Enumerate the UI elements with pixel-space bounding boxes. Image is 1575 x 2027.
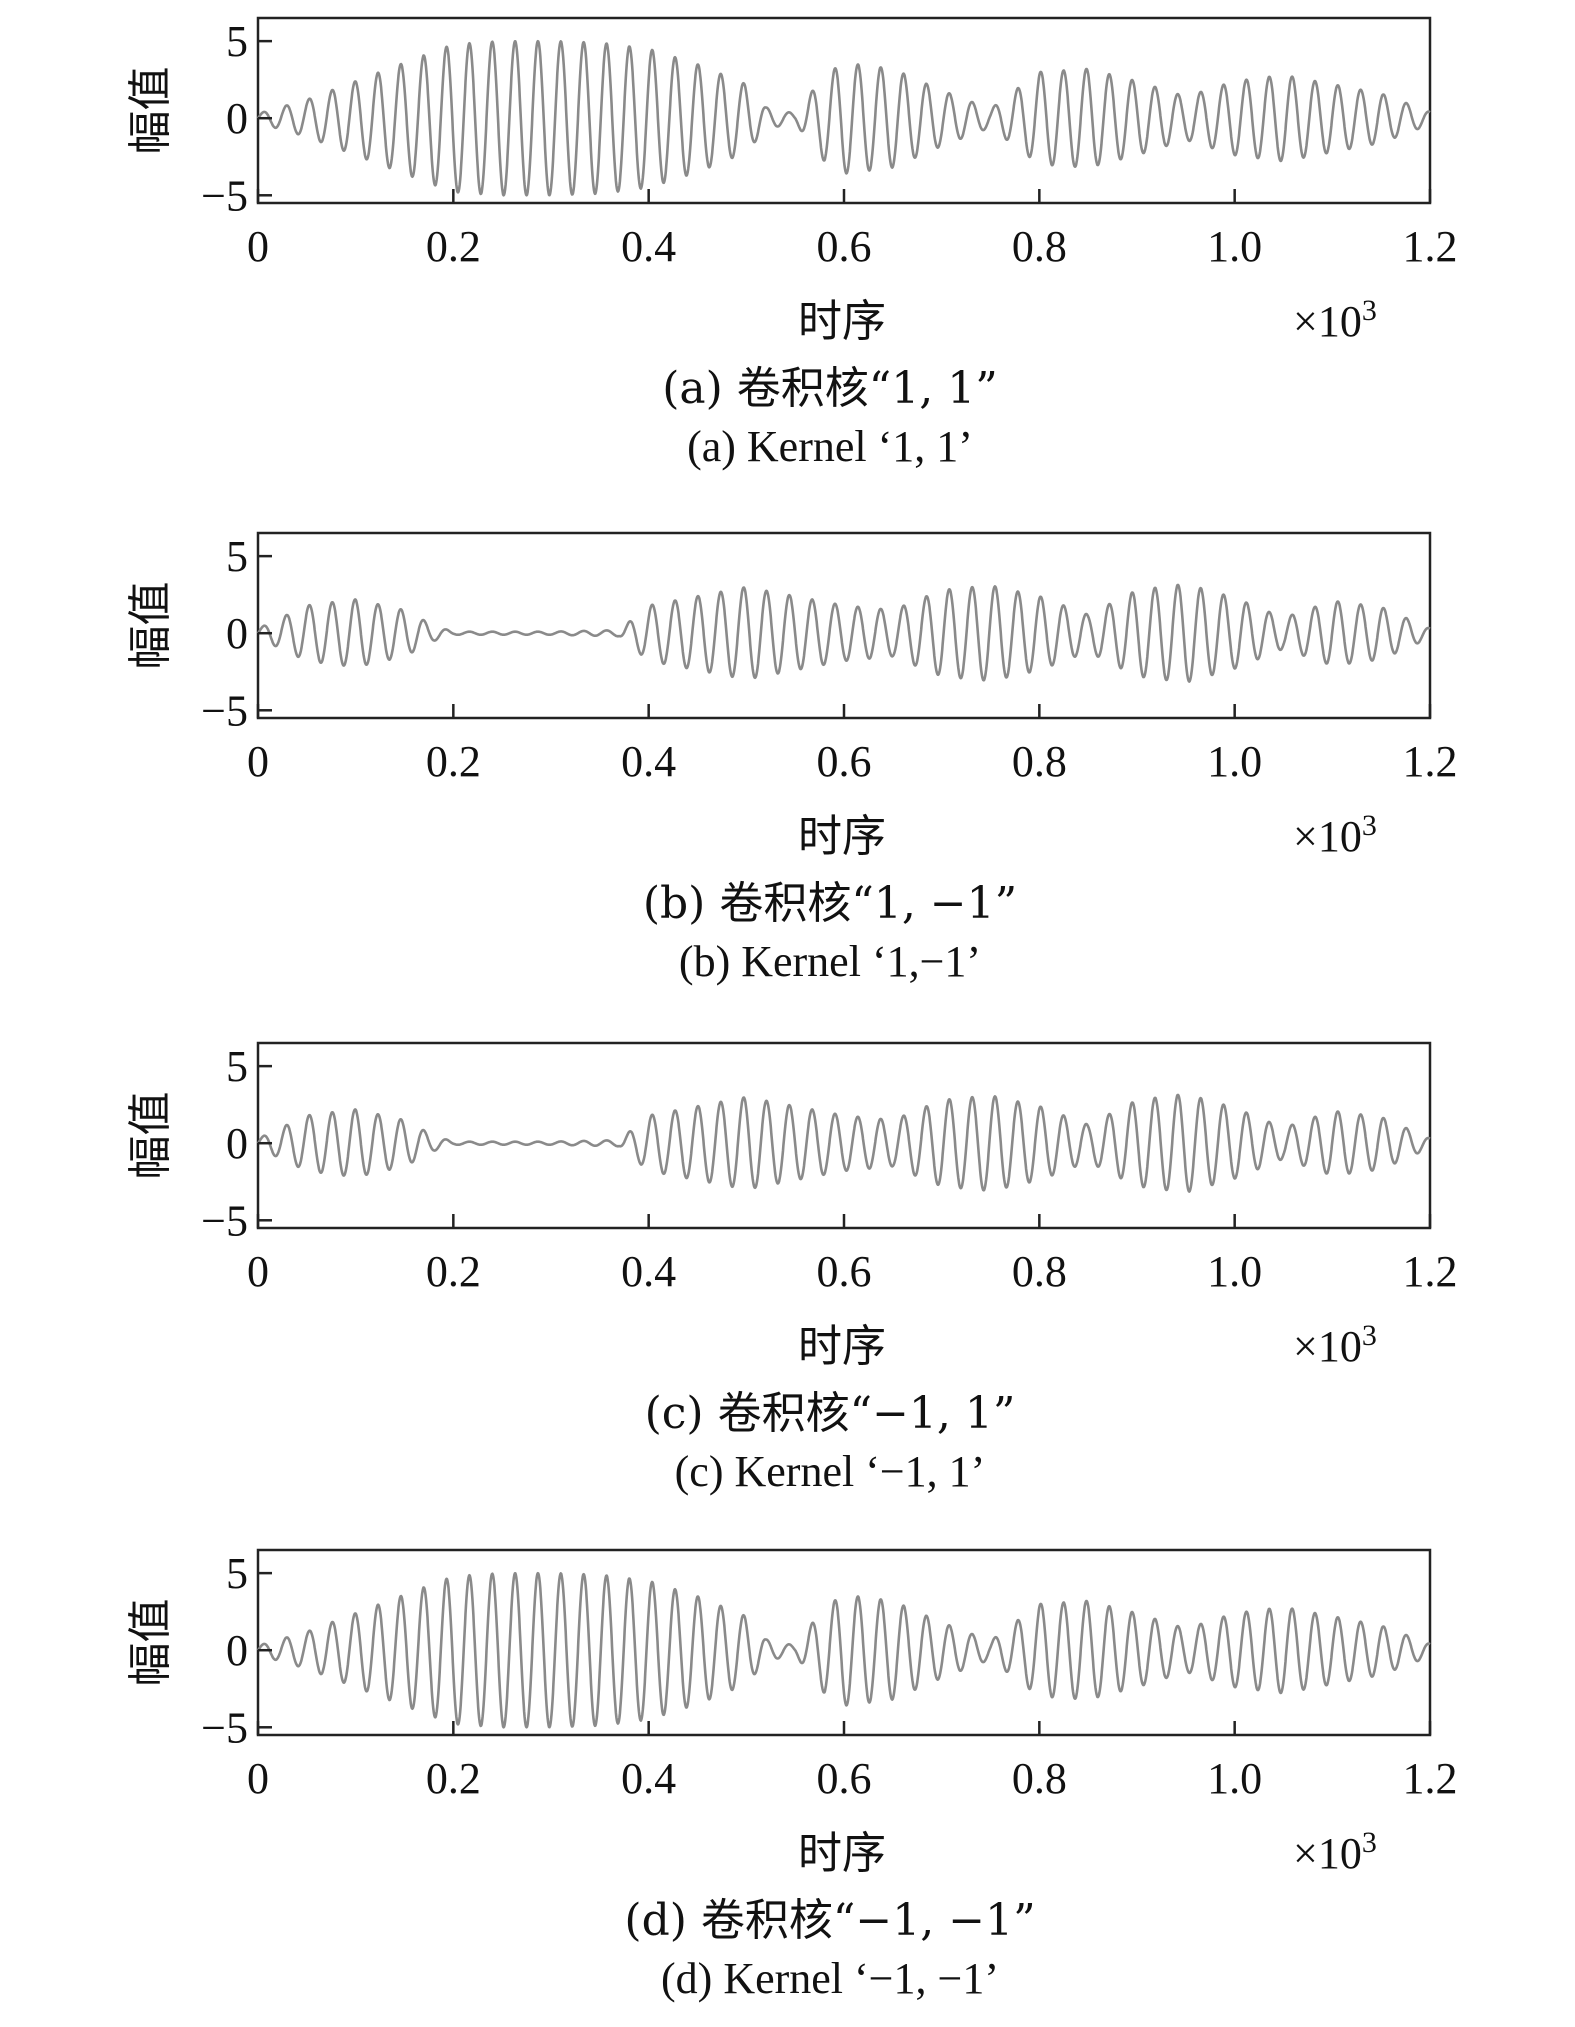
- x-tick-label-a: 0.2: [426, 222, 481, 271]
- x-tick-label-a: 0.6: [817, 222, 872, 271]
- caption-en-b: (b) Kernel ‘1,−1’: [679, 937, 981, 986]
- x-tick-label-a: 0: [247, 222, 269, 271]
- y-tick-label-d: −5: [201, 1703, 248, 1752]
- caption-cn-d: (d) 卷积核“−1, −1”: [624, 1895, 1035, 1946]
- y-axis-label-b: 幅值: [125, 582, 176, 670]
- x-tick-label-c: 1.2: [1403, 1247, 1458, 1296]
- caption-cn-c: (c) 卷积核“−1, 1”: [645, 1388, 1016, 1439]
- y-axis-label-c: 幅值: [125, 1092, 176, 1180]
- x-multiplier-c: ×103: [1293, 1319, 1377, 1371]
- caption-cn-b: (b) 卷积核“1, −1”: [643, 878, 1017, 929]
- x-tick-label-a: 0.8: [1012, 222, 1067, 271]
- y-axis-label-a: 幅值: [125, 67, 176, 155]
- signal-line-d: [257, 1571, 1431, 1729]
- x-tick-label-d: 0.8: [1012, 1754, 1067, 1803]
- x-tick-label-d: 0: [247, 1754, 269, 1803]
- x-tick-label-d: 0.6: [817, 1754, 872, 1803]
- x-tick-label-b: 0.8: [1012, 737, 1067, 786]
- x-tick-label-b: 1.0: [1207, 737, 1262, 786]
- y-axis-label-d: 幅值: [125, 1599, 176, 1687]
- x-tick-label-c: 1.0: [1207, 1247, 1262, 1296]
- x-tick-label-b: 0.6: [817, 737, 872, 786]
- caption-cn-a: (a) 卷积核“1, 1”: [662, 363, 998, 414]
- x-axis-label-d: 时序: [798, 1828, 886, 1879]
- x-multiplier-exponent-d: 3: [1362, 1826, 1377, 1859]
- x-tick-label-c: 0: [247, 1247, 269, 1296]
- x-axis-label-a: 时序: [798, 296, 886, 347]
- y-tick-label-a: −5: [201, 171, 248, 220]
- x-tick-label-d: 1.2: [1403, 1754, 1458, 1803]
- x-tick-label-c: 0.2: [426, 1247, 481, 1296]
- signal-line-a: [257, 39, 1431, 197]
- y-tick-label-b: −5: [201, 686, 248, 735]
- x-multiplier-b: ×103: [1293, 809, 1377, 861]
- y-tick-label-d: 0: [226, 1626, 248, 1675]
- x-multiplier-exponent-a: 3: [1362, 294, 1377, 327]
- plot-frame-c: [256, 1041, 1432, 1230]
- y-tick-label-c: 0: [226, 1119, 248, 1168]
- x-tick-label-b: 0.4: [621, 737, 676, 786]
- x-multiplier-base-d: ×10: [1293, 1829, 1362, 1878]
- x-multiplier-exponent-c: 3: [1362, 1319, 1377, 1352]
- x-tick-label-a: 1.0: [1207, 222, 1262, 271]
- x-tick-label-c: 0.6: [817, 1247, 872, 1296]
- caption-en-a: (a) Kernel ‘1, 1’: [687, 422, 973, 471]
- x-multiplier-exponent-b: 3: [1362, 809, 1377, 842]
- y-tick-label-c: 5: [226, 1042, 248, 1091]
- plot-frame-b: [256, 531, 1432, 720]
- signal-line-c: [257, 1093, 1431, 1193]
- y-tick-label-a: 5: [226, 17, 248, 66]
- caption-en-c: (c) Kernel ‘−1, 1’: [675, 1447, 986, 1496]
- x-tick-label-b: 0: [247, 737, 269, 786]
- x-tick-label-b: 0.2: [426, 737, 481, 786]
- x-multiplier-base-c: ×10: [1293, 1322, 1362, 1371]
- x-tick-label-d: 0.2: [426, 1754, 481, 1803]
- x-axis-label-b: 时序: [798, 811, 886, 862]
- y-tick-label-d: 5: [226, 1549, 248, 1598]
- y-tick-label-c: −5: [201, 1196, 248, 1245]
- x-tick-label-a: 0.4: [621, 222, 676, 271]
- x-multiplier-base-a: ×10: [1293, 297, 1362, 346]
- x-axis-label-c: 时序: [798, 1321, 886, 1372]
- x-tick-label-d: 0.4: [621, 1754, 676, 1803]
- y-tick-label-a: 0: [226, 94, 248, 143]
- x-tick-label-a: 1.2: [1403, 222, 1458, 271]
- x-tick-label-c: 0.8: [1012, 1247, 1067, 1296]
- x-tick-label-d: 1.0: [1207, 1754, 1262, 1803]
- x-tick-label-c: 0.4: [621, 1247, 676, 1296]
- signal-line-b: [257, 583, 1431, 683]
- caption-en-d: (d) Kernel ‘−1, −1’: [661, 1954, 999, 2003]
- x-multiplier-d: ×103: [1293, 1826, 1377, 1878]
- x-multiplier-base-b: ×10: [1293, 812, 1362, 861]
- y-tick-label-b: 0: [226, 609, 248, 658]
- x-tick-label-b: 1.2: [1403, 737, 1458, 786]
- x-multiplier-a: ×103: [1293, 294, 1377, 346]
- y-tick-label-b: 5: [226, 532, 248, 581]
